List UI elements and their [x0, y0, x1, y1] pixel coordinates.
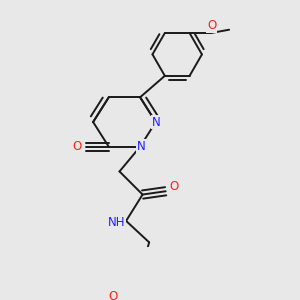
Text: O: O: [73, 140, 82, 153]
Text: N: N: [136, 140, 145, 153]
Text: O: O: [108, 290, 118, 300]
Text: N: N: [152, 116, 161, 128]
Text: NH: NH: [107, 216, 125, 229]
Text: O: O: [169, 180, 178, 193]
Text: O: O: [207, 19, 217, 32]
